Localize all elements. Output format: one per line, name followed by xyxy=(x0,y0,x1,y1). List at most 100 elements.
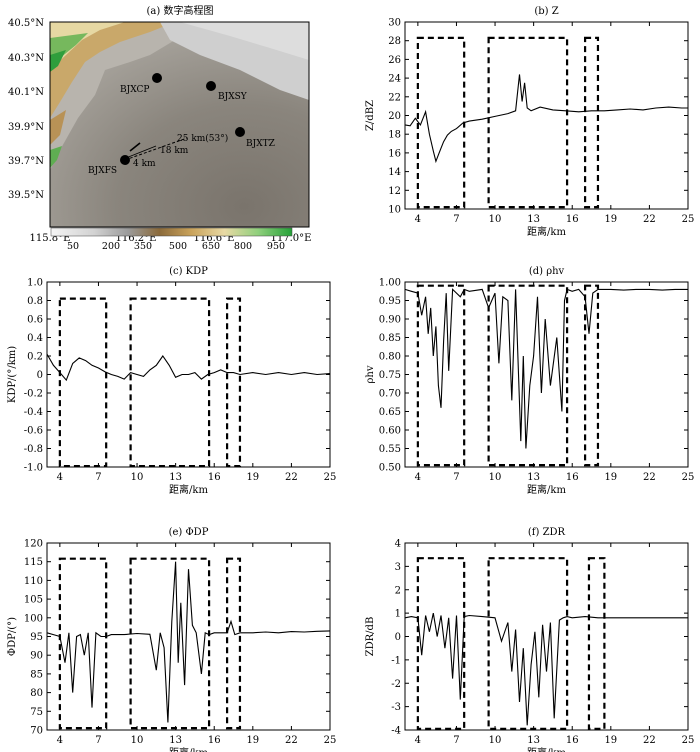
x-axis-label: 距离/km xyxy=(169,746,208,752)
plot-frame xyxy=(404,21,689,210)
y-tick-label: 14 xyxy=(388,167,401,178)
x-tick-label: 19 xyxy=(604,214,617,225)
y-tick-label: -0.8 xyxy=(24,444,43,455)
x-tick-label: 7 xyxy=(453,214,459,225)
panel-d-rhohv: (d) ρhv 4 7 10 13 16 19 22 25 0.50 0.55 0.60 0.65 0.7… xyxy=(365,266,694,496)
dashed-region-box xyxy=(416,284,466,467)
dashed-region-box xyxy=(487,557,569,730)
y-tick-label: 12 xyxy=(388,186,401,197)
y-axis-label: KDP/(°/km) xyxy=(7,346,18,403)
panel-f-title: (f) ZDR xyxy=(528,527,566,538)
dashed-region-box xyxy=(225,557,242,730)
station-label: BJXCP xyxy=(120,85,149,95)
x-tick-label: 4 xyxy=(415,214,421,225)
y-tick-label: -0.2 xyxy=(24,389,43,400)
y-tick-label: 0.50 xyxy=(379,463,401,474)
x-tick-label: 16 xyxy=(566,472,579,483)
station-bjxsy: BJXSY xyxy=(206,81,248,102)
map-lat-ticks: 40.5°N 40.3°N 40.1°N 39.9°N 39.7°N 39.5°… xyxy=(8,18,44,201)
y-tick-label: -4 xyxy=(391,726,401,737)
panel-f-zdr: (f) ZDR 4 7 10 13 16 19 22 25 -4 -3 -2 -1 0 1 2 3 4 距离/km Z… xyxy=(365,527,694,752)
x-tick-label: 25 xyxy=(682,735,695,746)
x-tick-label: 25 xyxy=(682,214,695,225)
station-marker xyxy=(152,73,162,83)
lon-tick-label: 117.0°E xyxy=(271,233,312,244)
colorbar-tick: 650 xyxy=(202,241,220,252)
y-tick-label: 0.6 xyxy=(27,315,43,326)
lat-tick-label: 39.5°N xyxy=(8,190,44,201)
y-tick-label: 0.85 xyxy=(379,333,401,344)
y-tick-label: 16 xyxy=(388,148,401,159)
y-axis-label: ZDR/dB xyxy=(365,617,376,657)
lon-tick-label: 115.8°E xyxy=(30,233,71,244)
x-tick-label: 4 xyxy=(415,472,421,483)
plot-frame xyxy=(404,542,689,731)
annotation-18km: 18 km xyxy=(160,146,189,156)
x-tick-label: 16 xyxy=(208,735,221,746)
x-tick-label: 4 xyxy=(415,735,421,746)
x-axis-label: 距离/km xyxy=(527,225,566,238)
y-tick-label: -0.4 xyxy=(24,407,43,418)
x-tick-label: 19 xyxy=(604,472,617,483)
station-marker xyxy=(206,81,216,91)
data-series-line xyxy=(46,353,331,382)
y-tick-label: 10 xyxy=(388,205,401,216)
dashed-region-box xyxy=(487,284,569,467)
station-bjxfs: BJXFS xyxy=(88,155,130,176)
dashed-region-box xyxy=(58,297,108,468)
station-label: BJXFS xyxy=(88,166,117,176)
lat-tick-label: 40.5°N xyxy=(8,18,44,29)
y-tick-label: -2 xyxy=(391,679,401,690)
y-tick-label: 115 xyxy=(24,557,43,568)
y-tick-label: 30 xyxy=(388,18,401,29)
dashed-region-box xyxy=(225,297,242,468)
x-tick-label: 22 xyxy=(285,472,298,483)
dashed-region-box xyxy=(58,557,108,730)
y-axis-label: ρhv xyxy=(365,365,376,383)
dashed-region-box xyxy=(487,36,569,209)
colorbar-tick: 800 xyxy=(234,241,252,252)
y-tick-label: 24 xyxy=(388,74,401,85)
x-tick-label: 25 xyxy=(682,472,695,483)
y-tick-label: 0.95 xyxy=(379,296,401,307)
panel-c-title: (c) KDP xyxy=(169,266,208,277)
station-label: BJXSY xyxy=(218,92,248,102)
radar-beam xyxy=(124,137,188,161)
colorbar-tick: 950 xyxy=(267,241,285,252)
y-tick-label: 0 xyxy=(395,632,401,643)
x-tick-label: 13 xyxy=(169,472,182,483)
x-tick-label: 7 xyxy=(95,735,101,746)
colorbar-tick: 350 xyxy=(134,241,152,252)
colorbar-tick: 50 xyxy=(67,241,79,252)
y-tick-label: 26 xyxy=(388,55,401,66)
y-tick-label: 1 xyxy=(395,609,401,620)
x-tick-label: 25 xyxy=(324,735,337,746)
y-tick-label: 0.4 xyxy=(27,333,43,344)
dashed-region-box xyxy=(583,284,600,467)
y-tick-label: 95 xyxy=(30,632,43,643)
x-tick-label: 16 xyxy=(208,472,221,483)
y-tick-label: 20 xyxy=(388,111,401,122)
lon-tick-label: 116.6°E xyxy=(194,233,235,244)
y-tick-label: 100 xyxy=(24,613,43,624)
x-tick-label: 13 xyxy=(527,214,540,225)
y-tick-label: -1.0 xyxy=(24,463,43,474)
y-tick-label: -3 xyxy=(391,702,401,713)
data-series-line xyxy=(46,561,331,723)
x-tick-label: 7 xyxy=(453,735,459,746)
x-tick-label: 10 xyxy=(489,735,502,746)
dashed-region-box xyxy=(416,557,466,730)
y-tick-label: 0.60 xyxy=(379,426,401,437)
station-marker xyxy=(235,127,245,137)
plot-frame xyxy=(404,281,689,468)
y-tick-label: 110 xyxy=(24,576,43,587)
y-axis-label: ΦDP/(°) xyxy=(7,617,18,656)
y-tick-label: 4 xyxy=(395,539,401,550)
y-tick-label: 1.00 xyxy=(379,278,401,289)
colorbar: 50 200 350 500 650 800 950 xyxy=(50,227,293,252)
y-tick-label: 85 xyxy=(30,669,43,680)
annotation-4km: 4 km xyxy=(133,159,156,169)
map-lon-ticks: 115.8°E 116.2°E 116.6°E 117.0°E xyxy=(30,233,312,244)
x-tick-label: 19 xyxy=(246,472,259,483)
panel-d-title: (d) ρhv xyxy=(529,266,565,277)
